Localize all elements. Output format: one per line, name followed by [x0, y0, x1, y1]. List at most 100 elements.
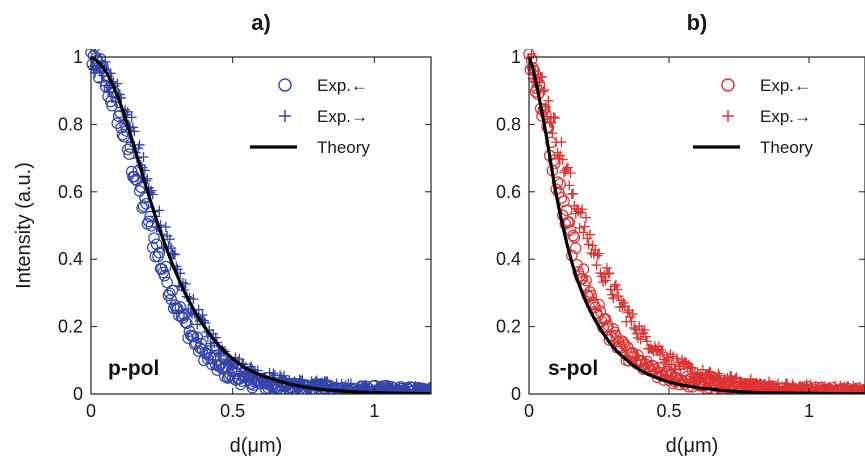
data-point-plus [416, 389, 427, 394]
data-point-plus [564, 180, 575, 191]
data-point-plus [556, 137, 567, 148]
data-point-circle [619, 339, 631, 351]
data-layer [85, 49, 431, 394]
y-axis-label: Intensity (a.u.) [13, 162, 35, 289]
data-point-plus [410, 380, 421, 391]
data-point-plus [635, 334, 646, 345]
data-point-plus [622, 307, 633, 318]
data-point-circle [149, 250, 162, 263]
data-point-plus [311, 375, 322, 386]
data-point-plus [154, 205, 165, 216]
x-axis-label: d(μm) [666, 435, 719, 457]
x-tick-label: 0 [524, 401, 534, 421]
legend-label: Exp.→ [317, 107, 368, 126]
data-point-plus [100, 56, 111, 67]
data-point-plus [841, 381, 852, 392]
data-point-plus [591, 260, 602, 271]
data-point-plus [780, 378, 791, 389]
panel-title: a) [251, 10, 271, 35]
y-tick-label: 1 [511, 47, 521, 67]
data-point-plus [858, 383, 865, 394]
data-point-plus [805, 379, 816, 390]
data-point-plus [268, 368, 279, 379]
data-point-plus [753, 380, 764, 391]
data-point-plus [126, 112, 137, 123]
data-point-circle [89, 49, 101, 53]
data-point-circle [585, 289, 598, 302]
data-point-plus [601, 262, 612, 273]
data-point-plus [627, 309, 638, 320]
x-tick-label: 0 [86, 401, 96, 421]
x-tick-label: 0.5 [220, 401, 245, 421]
data-point-circle [123, 148, 135, 160]
data-point-circle [137, 200, 150, 212]
data-point-circle [560, 204, 573, 217]
legend: Exp.← Exp.→ Theory [250, 76, 370, 157]
data-point-plus [340, 380, 351, 391]
data-point-plus [608, 293, 619, 304]
data-point-circle [166, 284, 179, 297]
data-point-plus [592, 250, 603, 261]
data-point-plus [134, 139, 145, 150]
data-point-plus [692, 367, 703, 378]
data-point-plus [568, 188, 579, 199]
y-tick-label: 0.8 [58, 114, 83, 134]
data-point-circle [601, 321, 613, 333]
x-tick-label: 0.5 [656, 401, 681, 421]
data-point-plus [834, 389, 845, 394]
data-point-plus [406, 389, 417, 394]
legend-marker-plus [722, 110, 734, 122]
data-point-plus [278, 370, 289, 381]
data-point-circle [121, 143, 134, 156]
data-point-circle [577, 263, 590, 275]
x-tick-label: 1 [804, 401, 814, 421]
data-point-plus [579, 221, 590, 232]
data-point-plus [600, 275, 611, 286]
data-point-circle [181, 317, 193, 330]
data-point-plus [164, 234, 175, 245]
data-point-plus [581, 212, 592, 223]
data-point-circle [191, 331, 204, 344]
data-point-plus [548, 112, 559, 123]
data-point-plus [345, 378, 356, 389]
data-point-plus [675, 364, 686, 375]
data-point-plus [612, 284, 623, 295]
data-point-plus [687, 362, 698, 373]
data-point-plus [604, 268, 615, 279]
data-point-plus [310, 376, 321, 387]
data-point-plus [584, 229, 595, 240]
data-point-plus [538, 86, 549, 97]
panel-a: a) 0 0.5 1 0 0.2 0.4 0.6 0.8 1 d(μm) Intensity (a.u… [13, 10, 432, 457]
x-axis-label: d(μm) [230, 435, 283, 457]
data-point-plus [547, 128, 558, 139]
legend-marker-plus [279, 110, 291, 122]
data-point-plus [656, 345, 667, 356]
data-point-plus [837, 389, 848, 394]
data-point-plus [703, 368, 714, 379]
data-point-circle [553, 186, 565, 199]
data-point-plus [705, 367, 716, 378]
legend-label: Theory [317, 138, 370, 157]
data-point-plus [632, 332, 643, 343]
data-point-circle [163, 287, 176, 300]
data-point-plus [543, 95, 554, 106]
data-point-circle [580, 274, 592, 287]
data-point-plus [539, 84, 550, 95]
data-point-plus [709, 374, 720, 385]
data-point-plus [382, 380, 393, 391]
data-point-circle [617, 337, 630, 349]
y-tick-label: 0 [73, 384, 83, 404]
data-point-plus [616, 295, 627, 306]
polarization-label: s-pol [548, 357, 598, 380]
data-point-circle [161, 276, 173, 289]
y-tick-label: 1 [73, 47, 83, 67]
data-point-plus [642, 336, 653, 347]
data-point-plus [626, 316, 637, 327]
legend-marker-circle [278, 78, 292, 92]
legend-label: Theory [760, 138, 813, 157]
data-point-circle [118, 130, 130, 143]
y-tick-label: 0.8 [496, 114, 521, 134]
data-point-plus [713, 368, 724, 379]
data-point-circle [599, 313, 612, 325]
data-point-plus [714, 370, 725, 381]
